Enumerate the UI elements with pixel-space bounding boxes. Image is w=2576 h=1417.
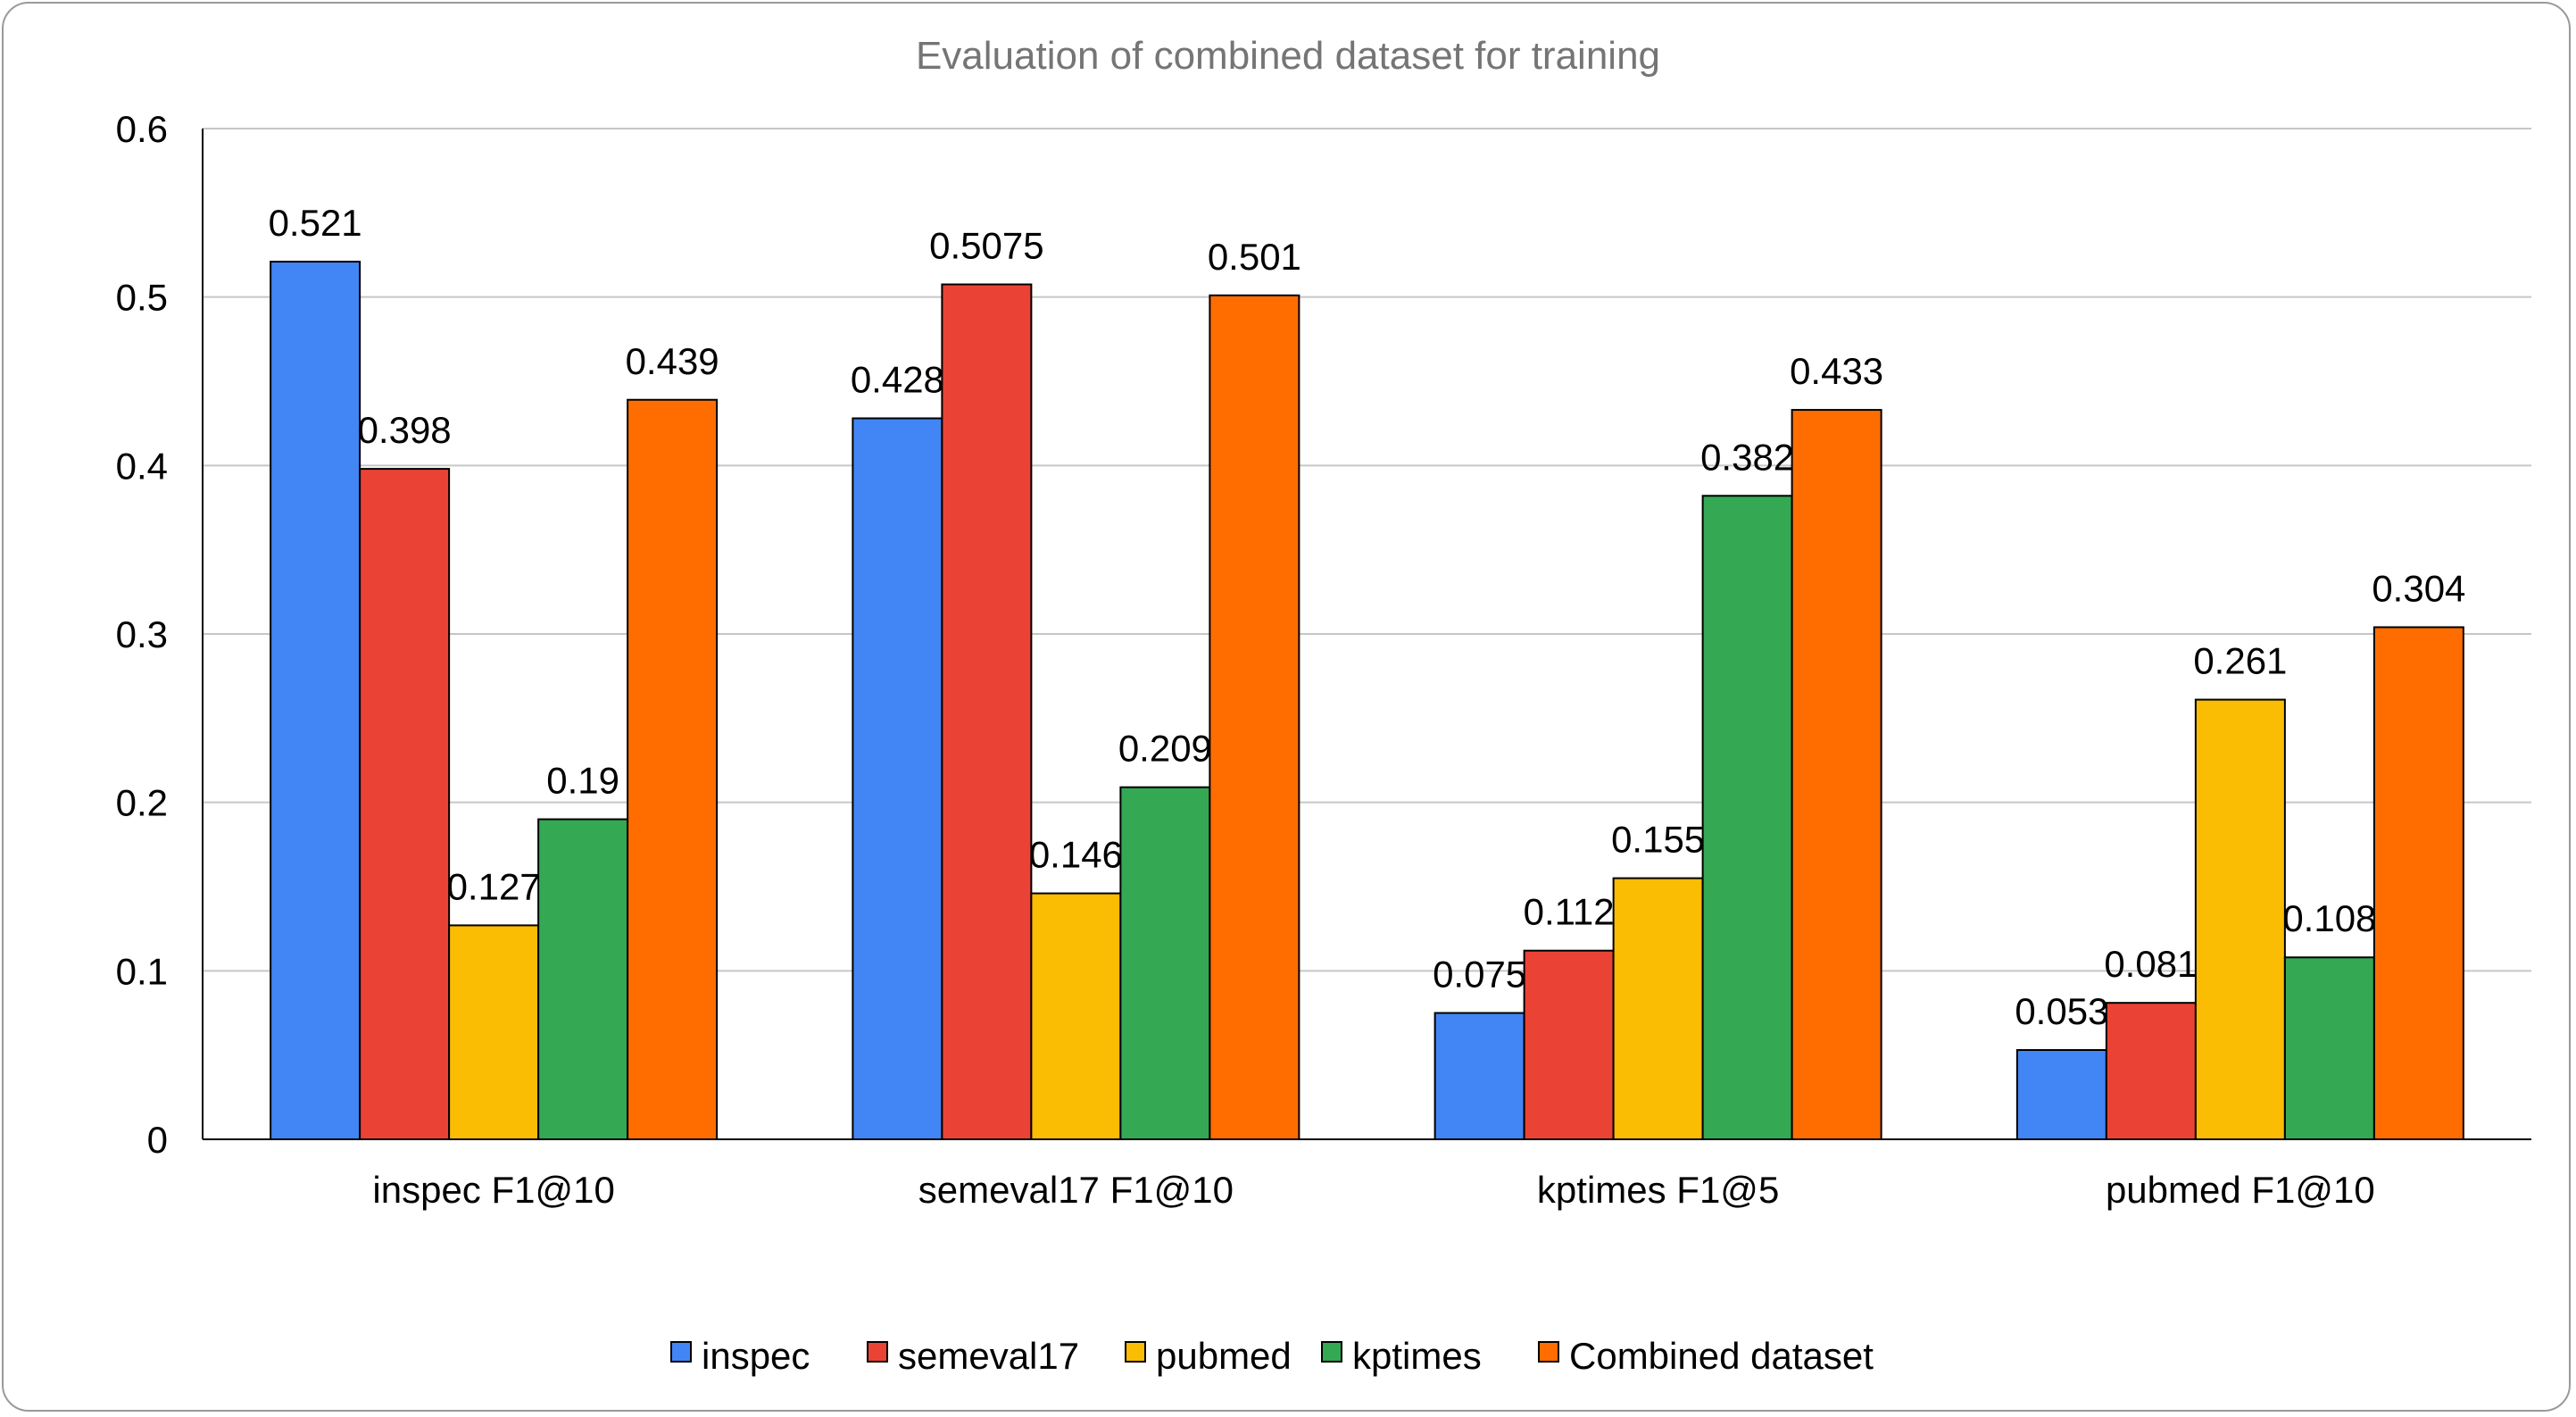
data-label: 0.382 [1700,436,1794,478]
x-category-label: semeval17 F1@10 [918,1169,1234,1211]
legend-label: Combined dataset [1569,1335,1874,1377]
bar-semeval17-2 [1523,949,1615,1141]
legend-swatch-pubmed [1125,1341,1146,1363]
bar-kptimes-3 [2283,956,2375,1140]
legend-label: inspec [702,1335,810,1377]
bar-inspec-0 [270,261,361,1140]
x-category-label: inspec F1@10 [372,1169,614,1211]
legend-label: pubmed [1156,1335,1292,1377]
data-label: 0.304 [2372,567,2465,609]
bar-semeval17-3 [2105,1002,2197,1141]
data-label: 0.261 [2193,640,2287,682]
y-tick-label: 0.1 [116,950,168,992]
y-tick-label: 0.3 [116,613,168,655]
y-tick-label: 0.4 [116,445,168,487]
data-labels: 0.521 0.398 0.127 0.19 0.439 0.428 0.5075 0.146… [269,202,2466,1032]
bar-combined-dataset-3 [2372,626,2464,1140]
legend-swatch-kptimes [1321,1341,1342,1363]
bar-combined-dataset-0 [627,398,719,1140]
bar-inspec-2 [1433,1012,1525,1140]
bar-semeval17-0 [359,468,451,1140]
data-label: 0.501 [1208,236,1301,278]
data-label: 0.398 [358,409,452,451]
x-axis-categories: inspec F1@10 semeval17 F1@10 kptimes F1@5 p… [372,1169,2374,1211]
data-label: 0.521 [269,202,362,244]
data-label: 0.075 [1433,954,1526,996]
y-axis-ticks: 0 0.1 0.2 0.3 0.4 0.5 0.6 [116,108,168,1161]
data-label: 0.155 [1611,819,1705,861]
bar-inspec-1 [852,417,943,1140]
data-label: 0.19 [546,760,619,802]
bar-combined-dataset-1 [1209,294,1300,1140]
bar-kptimes-0 [537,818,629,1140]
bars [270,261,2464,1141]
y-tick-label: 0.5 [116,277,168,319]
bar-inspec-3 [2015,1049,2107,1141]
legend-swatch-semeval17 [867,1341,888,1363]
x-category-label: kptimes F1@5 [1537,1169,1779,1211]
legend: inspec semeval17 pubmed kptimes Combined dat… [670,1335,1874,1377]
bar-pubmed-3 [2194,698,2286,1141]
bar-kptimes-1 [1119,786,1211,1140]
y-tick-label: 0.2 [116,782,168,824]
bar-pubmed-0 [448,924,540,1140]
data-label: 0.433 [1790,350,1883,392]
data-label: 0.209 [1118,728,1212,770]
data-label: 0.108 [2282,897,2376,939]
data-label: 0.428 [851,359,944,401]
data-label: 0.439 [626,340,719,382]
bar-combined-dataset-2 [1791,409,1882,1141]
bar-pubmed-2 [1612,877,1704,1140]
data-label: 0.5075 [929,225,1043,267]
legend-swatch-combined-dataset [1538,1341,1559,1363]
legend-swatch-inspec [670,1341,692,1363]
bar-pubmed-1 [1030,892,1122,1141]
legend-label: semeval17 [898,1335,1079,1377]
bar-kptimes-2 [1701,495,1793,1140]
x-category-label: pubmed F1@10 [2106,1169,2375,1211]
data-label: 0.112 [1524,891,1615,933]
data-label: 0.146 [1029,834,1123,876]
data-label: 0.053 [2015,990,2108,1032]
bar-semeval17-1 [941,283,1033,1140]
legend-label: kptimes [1352,1335,1482,1377]
y-tick-label: 0 [147,1119,168,1161]
chart-title: Evaluation of combined dataset for train… [916,34,1660,78]
data-label: 0.127 [447,865,541,907]
y-tick-label: 0.6 [116,108,168,150]
data-label: 0.081 [2104,943,2198,985]
